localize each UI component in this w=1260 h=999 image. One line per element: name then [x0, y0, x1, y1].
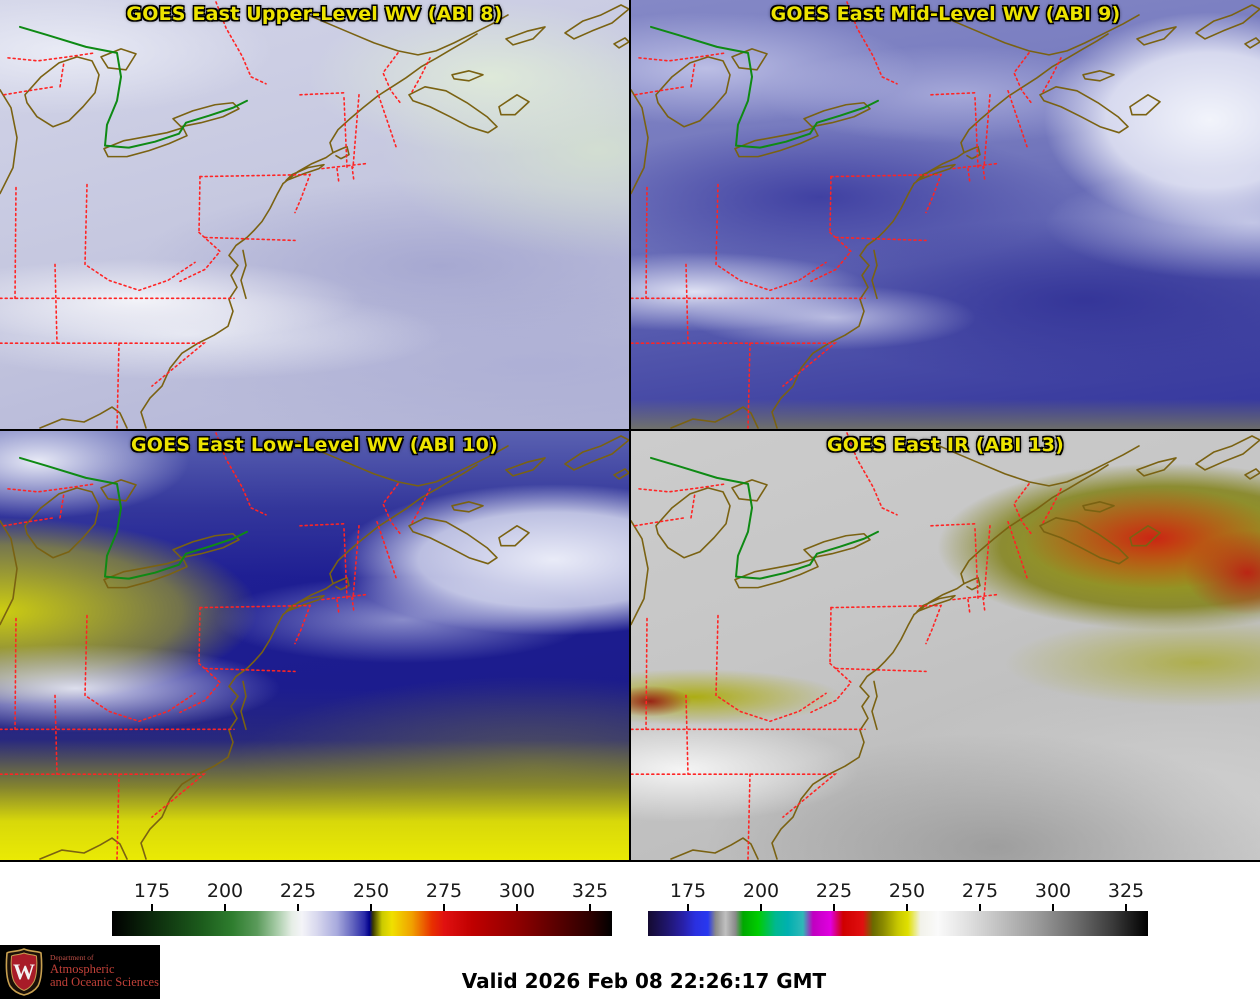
logo-dept-label: Department of — [50, 953, 94, 963]
map-boundaries-overlay — [631, 431, 1260, 860]
ir-colorbar-tick-marks — [648, 904, 1148, 911]
panel-low-level-wv: GOES East Low-Level WV (ABI 10) — [0, 431, 629, 860]
footer: W Department of Atmospheric and Oceanic … — [0, 945, 1260, 999]
tick-label: 200 — [742, 880, 780, 902]
logo-line1: Atmospheric — [50, 961, 115, 976]
panel-upper-level-wv: GOES East Upper-Level WV (ABI 8) — [0, 0, 629, 429]
tick-label: 325 — [1107, 880, 1145, 902]
tick-label: 250 — [352, 880, 390, 902]
tick-label: 275 — [425, 880, 463, 902]
wv-colorbar-group: 175 200 225 250 275 300 325 — [112, 880, 612, 936]
tick-label: 225 — [279, 880, 317, 902]
panel-title-mid-level-wv: GOES East Mid-Level WV (ABI 9) — [770, 3, 1121, 25]
panel-ir: GOES East IR (ABI 13) — [631, 431, 1260, 860]
uw-aos-logo: W Department of Atmospheric and Oceanic … — [0, 945, 160, 999]
satellite-panel-grid: GOES East Upper-Level WV (ABI 8) GOES Ea… — [0, 0, 1260, 862]
map-boundaries-overlay — [0, 431, 629, 860]
uw-crest-icon: W — [5, 948, 43, 996]
colorbar-legend: 175 200 225 250 275 300 325 175 200 225 … — [0, 862, 1260, 945]
svg-text:W: W — [13, 959, 35, 984]
tick-label: 300 — [1034, 880, 1072, 902]
valid-time-text: Valid 2026 Feb 08 22:26:17 GMT — [461, 969, 827, 993]
panel-title-low-level-wv: GOES East Low-Level WV (ABI 10) — [131, 434, 498, 456]
tick-label: 300 — [498, 880, 536, 902]
wv-colorbar-tick-labels: 175 200 225 250 275 300 325 — [112, 880, 612, 904]
map-boundaries-overlay — [0, 0, 629, 429]
wv-colorbar-tick-marks — [112, 904, 612, 911]
ir-colorbar-group: 175 200 225 250 275 300 325 — [648, 880, 1148, 936]
ir-colorbar-gradient — [648, 911, 1148, 936]
tick-label: 250 — [888, 880, 926, 902]
wv-colorbar-gradient — [112, 911, 612, 936]
panel-title-ir: GOES East IR (ABI 13) — [826, 434, 1065, 456]
tick-label: 175 — [133, 880, 171, 902]
tick-label: 175 — [669, 880, 707, 902]
ir-colorbar-tick-labels: 175 200 225 250 275 300 325 — [648, 880, 1148, 904]
panel-title-upper-level-wv: GOES East Upper-Level WV (ABI 8) — [126, 3, 503, 25]
map-boundaries-overlay — [631, 0, 1260, 429]
panel-mid-level-wv: GOES East Mid-Level WV (ABI 9) — [631, 0, 1260, 429]
tick-label: 275 — [961, 880, 999, 902]
logo-line2: and Oceanic Sciences — [50, 975, 159, 990]
logo-text: Department of Atmospheric and Oceanic Sc… — [50, 954, 159, 989]
tick-label: 200 — [206, 880, 244, 902]
tick-label: 225 — [815, 880, 853, 902]
tick-label: 325 — [571, 880, 609, 902]
